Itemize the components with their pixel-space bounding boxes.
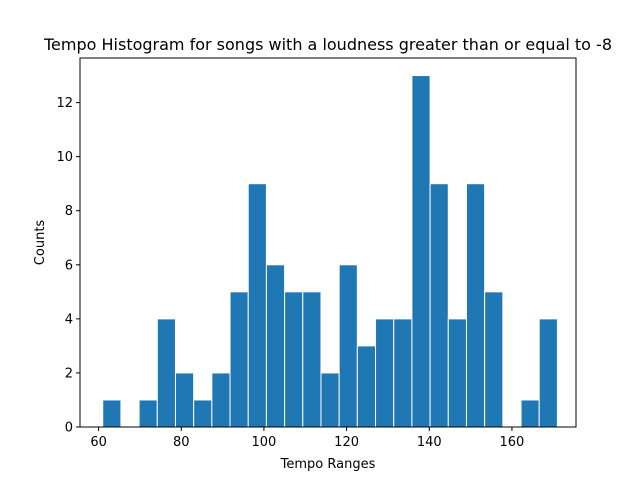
histogram-bar: [156, 318, 176, 428]
histogram-bar: [520, 399, 540, 428]
y-tick-label: 6: [65, 258, 73, 273]
histogram-bar: [429, 183, 449, 428]
histogram-bar: [174, 372, 195, 428]
y-tick-label: 0: [65, 421, 73, 436]
histogram-bar: [138, 399, 158, 428]
y-axis: 0 2 4 6 8 10 12: [56, 96, 80, 436]
y-axis-label: Counts: [33, 220, 48, 266]
x-tick-label: 80: [173, 435, 190, 450]
chart-title: Tempo Histogram for songs with a loudnes…: [43, 35, 612, 54]
histogram-bar: [411, 75, 431, 428]
histogram-bar: [193, 399, 213, 428]
histogram-bar: [538, 318, 558, 428]
histogram-bar: [393, 318, 413, 428]
histogram-bar: [229, 291, 249, 428]
x-tick-label: 100: [252, 435, 277, 450]
histogram-bar: [484, 291, 504, 428]
x-axis-label: Tempo Ranges: [280, 457, 376, 472]
histogram-bar: [302, 291, 322, 428]
histogram-bar: [338, 264, 358, 428]
x-axis: 60 80 100 120 140 160: [90, 427, 524, 450]
histogram-bar: [447, 318, 467, 428]
y-tick-label: 12: [56, 96, 73, 111]
histogram-bar: [284, 291, 304, 428]
x-tick-label: 140: [417, 435, 442, 450]
x-tick-label: 60: [90, 435, 107, 450]
y-tick-label: 10: [56, 150, 73, 165]
y-tick-label: 2: [65, 366, 73, 381]
y-tick-label: 4: [65, 312, 73, 327]
histogram-bar: [247, 183, 267, 428]
histogram-bar: [211, 372, 231, 428]
bars-group: [102, 75, 558, 428]
histogram-bar: [320, 372, 340, 428]
histogram-bar: [265, 264, 286, 428]
x-tick-label: 160: [500, 435, 525, 450]
plot-frame: [79, 57, 577, 428]
x-tick-label: 120: [334, 435, 359, 450]
histogram-bar: [102, 399, 122, 428]
histogram-bar: [356, 345, 377, 428]
histogram-bar: [375, 318, 395, 428]
histogram-bar: [465, 183, 486, 428]
y-tick-label: 8: [65, 204, 73, 219]
